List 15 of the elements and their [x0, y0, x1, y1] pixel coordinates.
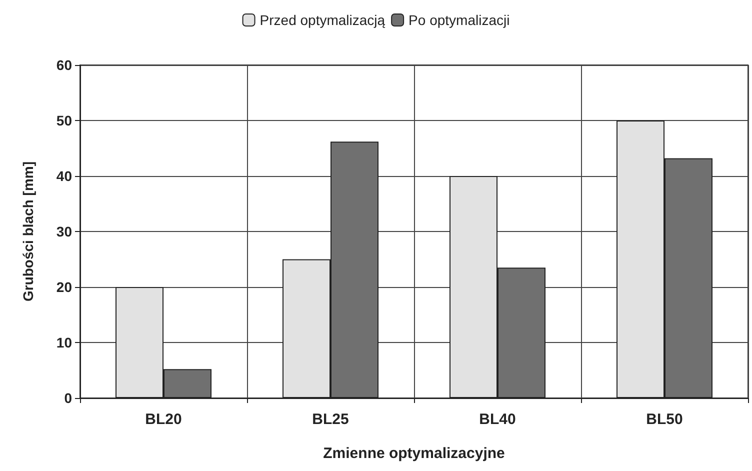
x-tick-label: BL25: [312, 411, 349, 428]
y-tick-label: 20: [56, 279, 72, 295]
y-axis-title: Grubości blach [mm]: [20, 161, 36, 302]
x-axis-title: Zmienne optymalizacyjne: [323, 445, 505, 462]
legend-label: Po optymalizacji: [408, 12, 510, 28]
x-tick-label: BL50: [646, 411, 683, 428]
y-tick-label: 30: [56, 224, 72, 240]
x-tick-label: BL40: [479, 411, 516, 428]
y-tick-label: 40: [56, 168, 72, 184]
y-tick-label: 50: [56, 112, 72, 128]
legend-label: Przed optymalizacją: [260, 12, 386, 28]
y-tick-label: 60: [56, 57, 72, 73]
y-tick-label: 10: [56, 334, 72, 350]
x-tick-label: BL20: [145, 411, 182, 428]
y-tick-label: 0: [64, 390, 72, 406]
